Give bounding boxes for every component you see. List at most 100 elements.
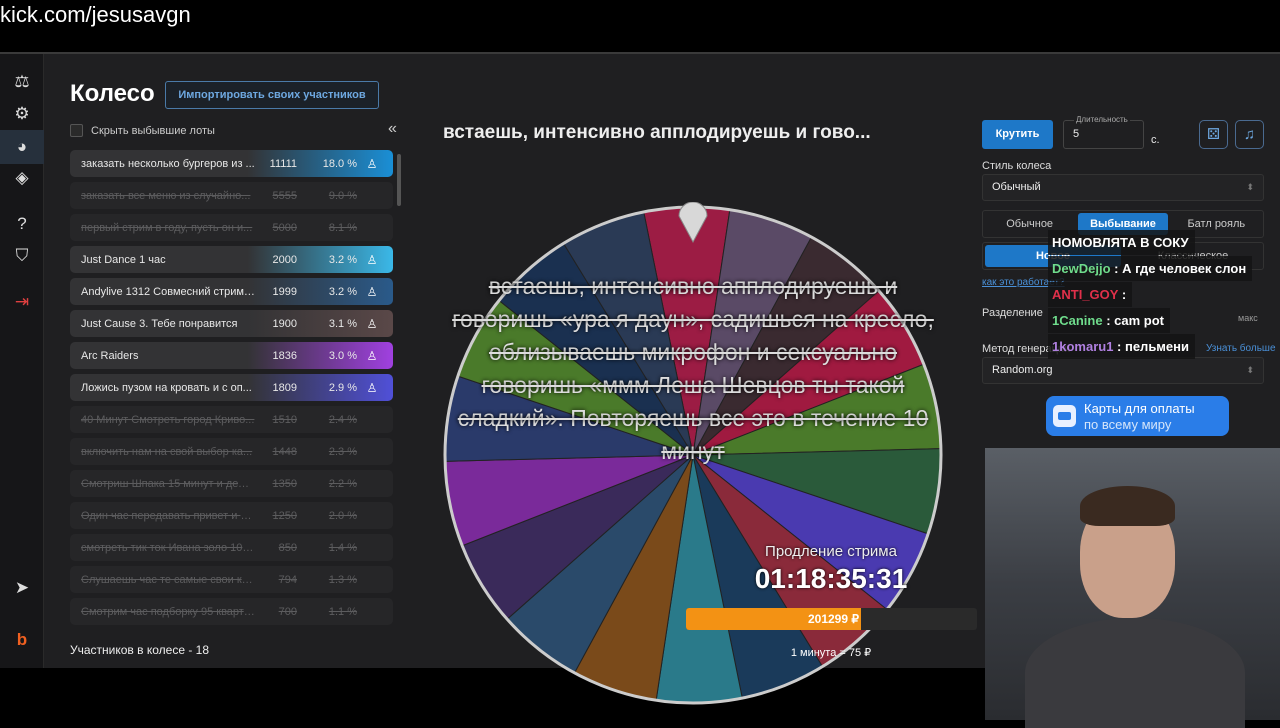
lot-row[interactable]: Just Cause 3. Тебе понравится 1900 3.1 % ♙ <box>70 310 393 337</box>
lot-percent: 18.0 % <box>322 157 357 170</box>
layers-icon[interactable]: ◈ <box>15 168 29 187</box>
rate-label: 1 минута = 75 ₽ <box>790 647 872 659</box>
help-icon[interactable]: ? <box>17 214 27 233</box>
wheel[interactable] <box>440 202 946 708</box>
import-button[interactable]: Импортировать своих участников <box>165 81 379 109</box>
lot-row[interactable]: Ложись пузом на кровать и с оп... 1809 2.9… <box>70 374 393 401</box>
dice-icon[interactable]: ⚄ <box>1199 120 1228 149</box>
extension-label: Продление стрима <box>765 543 897 560</box>
chat-text: : А где человек слон <box>1110 261 1247 276</box>
lot-amount: 1448 <box>272 445 297 458</box>
wheel-app: ⚖ ⚙ ◕ ◈ ? ⛉ ⇥ ➤ b Колесо Импортировать с… <box>0 52 1280 705</box>
lot-amount: 1900 <box>272 317 297 330</box>
telegram-icon[interactable]: ➤ <box>14 578 30 597</box>
highlight-icon[interactable]: ♙ <box>366 348 378 363</box>
lot-name: заказать несколько бургеров из ... <box>81 157 255 170</box>
how-link[interactable]: как это работает? <box>982 277 1065 288</box>
lot-name: Andylive 1312 Совмесний стрим ... <box>81 285 255 298</box>
lot-name: Смотрим час подборку 95 кварта... <box>81 605 255 618</box>
chat-text: НОМОВЛЯТА В СОКУ <box>1052 235 1189 250</box>
lot-name: Ложись пузом на кровать и с оп... <box>81 381 252 394</box>
lot-row[interactable]: заказать несколько бургеров из ... 11111 1… <box>70 150 393 177</box>
spin-button[interactable]: Крутить <box>982 120 1053 149</box>
lot-row[interactable]: Andylive 1312 Совмесний стрим ... 1999 3.2… <box>70 278 393 305</box>
seconds-label: с. <box>1151 134 1160 146</box>
lot-amount: 850 <box>278 541 297 554</box>
brand-icon[interactable]: b <box>16 630 28 649</box>
sidebar: ⚖ ⚙ ◕ ◈ ? ⛉ ⇥ ➤ b <box>0 54 44 668</box>
lot-name: Arc Raiders <box>81 349 139 362</box>
hide-eliminated-toggle[interactable]: Скрыть выбывшие лоты <box>70 124 215 137</box>
lot-percent: 1.4 % <box>328 541 357 554</box>
stream-timer: 01:18:35:31 <box>754 563 908 594</box>
lot-name: Смотриш Шпака 15 минут и дела... <box>81 477 255 490</box>
lot-row[interactable]: Смотриш Шпака 15 минут и дела... 1350 2.2 … <box>70 470 393 497</box>
lot-percent: 9.0 % <box>328 189 357 202</box>
lot-name: Слушаешь час те самые свои кри... <box>81 573 255 586</box>
highlight-icon[interactable]: ♙ <box>366 156 378 171</box>
collapse-icon[interactable]: « <box>388 120 397 137</box>
lot-row[interactable]: Just Dance 1 час 2000 3.2 % ♙ <box>70 246 393 273</box>
chat-user: ANTI_GOY <box>1052 287 1119 302</box>
lot-amount: 5555 <box>272 189 297 202</box>
lot-row[interactable]: смотреть тик ток Ивана золо 10 м... 850 1.… <box>70 534 393 561</box>
lot-name: Just Dance 1 час <box>81 253 166 266</box>
highlight-icon[interactable]: ♙ <box>366 380 378 395</box>
chat-user: DewDejjo <box>1052 261 1111 276</box>
lot-row[interactable]: заказать все меню из случайно... 5555 9.0 … <box>70 182 393 209</box>
tab-0[interactable]: Обычное <box>1006 218 1054 230</box>
lot-percent: 1.1 % <box>328 605 357 618</box>
highlight-icon[interactable]: ♙ <box>366 316 378 331</box>
scrollbar[interactable] <box>397 154 401 206</box>
chevron-icon: ⬍ <box>1246 182 1254 192</box>
lot-amount: 5000 <box>272 221 297 234</box>
lot-amount: 700 <box>278 605 297 618</box>
gavel-icon[interactable]: ⚖ <box>14 72 30 91</box>
tab-2[interactable]: Батл рояль <box>1187 218 1246 230</box>
lot-percent: 2.4 % <box>328 413 357 426</box>
duration-input[interactable]: Длительность 5 <box>1063 115 1144 149</box>
rng-select[interactable]: Random.org ⬍ <box>982 357 1264 384</box>
chat-user: 1komaru1 <box>1052 339 1114 354</box>
lot-percent: 2.2 % <box>328 477 357 490</box>
lot-row[interactable]: Смотрим час подборку 95 кварта... 700 1.1 … <box>70 598 393 625</box>
music-icon[interactable]: ♫ <box>1235 120 1264 149</box>
progress-fill <box>686 608 861 630</box>
lot-amount: 794 <box>278 573 297 586</box>
lot-row[interactable]: 40 Минут Смотреть город Криво... 1510 2.4 … <box>70 406 393 433</box>
payment-ad[interactable]: Карты для оплаты по всему миру <box>1046 396 1229 436</box>
checkbox[interactable] <box>70 124 83 137</box>
lot-row[interactable]: Arc Raiders 1836 3.0 % ♙ <box>70 342 393 369</box>
lot-name: 40 Минут Смотреть город Криво... <box>81 413 255 426</box>
lot-list: заказать несколько бургеров из ... 11111 1… <box>70 150 393 630</box>
lot-name: включить нам на свой выбор ка... <box>81 445 253 458</box>
lot-amount: 1809 <box>272 381 297 394</box>
chat-message: DewDejjo : А где человек слон <box>1048 256 1253 281</box>
gear-icon[interactable]: ⚙ <box>14 104 30 123</box>
lot-row[interactable]: первый стрим в году, пусть он и... 5000 8.… <box>70 214 393 241</box>
lot-amount: 2000 <box>272 253 297 266</box>
learn-more-link[interactable]: Узнать больше <box>1206 343 1276 354</box>
donation-amount: 201299 ₽ <box>807 612 859 626</box>
lot-row[interactable]: Слушаешь час те самые свои кри... 794 1.3 … <box>70 566 393 593</box>
logout-icon[interactable]: ⇥ <box>14 292 30 311</box>
stream-url: kick.com/jesusavgn <box>0 2 191 27</box>
lot-amount: 1836 <box>272 349 297 362</box>
chat-message: 1Canine : cam pot <box>1048 308 1170 333</box>
ad-line1: Карты для оплаты <box>1084 401 1195 416</box>
shield-icon[interactable]: ⛉ <box>15 246 29 265</box>
lot-row[interactable]: включить нам на свой выбор ка... 1448 2.3 … <box>70 438 393 465</box>
split-label: Разделение <box>982 307 1043 319</box>
highlight-icon[interactable]: ♙ <box>366 252 378 267</box>
lot-row[interactable]: Один час передавать привет и п... 1250 2.0… <box>70 502 393 529</box>
lot-percent: 3.0 % <box>328 349 357 362</box>
duration-value: 5 <box>1073 128 1080 140</box>
style-select[interactable]: Обычный ⬍ <box>982 174 1264 201</box>
wheel-icon[interactable]: ◕ <box>0 130 44 164</box>
lot-percent: 2.0 % <box>328 509 357 522</box>
highlight-icon[interactable]: ♙ <box>366 284 378 299</box>
ad-line2: по всему миру <box>1084 417 1172 432</box>
hide-label: Скрыть выбывшие лоты <box>91 124 215 137</box>
lot-name: Один час передавать привет и п... <box>81 509 255 522</box>
tab-1[interactable]: Выбывание <box>1078 213 1168 235</box>
